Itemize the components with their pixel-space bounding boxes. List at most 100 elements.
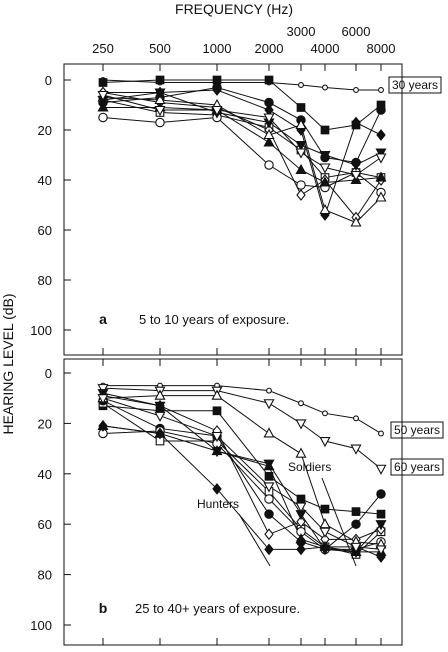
panel-caption: 5 to 10 years of exposure. [139, 312, 289, 327]
y-tick-label: 60 [38, 223, 52, 238]
data-point [97, 389, 109, 400]
data-point [211, 431, 223, 443]
data-point [350, 542, 362, 554]
data-point [351, 507, 361, 516]
data-point [320, 504, 330, 514]
series-line [103, 107, 382, 184]
x-tick-label-250: 250 [92, 41, 114, 56]
data-point [154, 401, 166, 412]
series-line [102, 430, 382, 550]
data-point [376, 129, 386, 141]
x-ticks-lower: 250 500 1000 2000 4000 8000 [92, 41, 395, 56]
reference-label: 50 years [394, 423, 440, 437]
reference-point [353, 415, 359, 422]
series-line [102, 91, 382, 166]
data-point [295, 447, 307, 458]
reference-point [322, 410, 328, 417]
series-line [102, 116, 382, 193]
data-point [263, 128, 275, 140]
data-point [264, 471, 274, 481]
series-line [103, 89, 382, 217]
data-point [296, 494, 306, 504]
data-point [350, 170, 362, 182]
series-line [102, 86, 382, 164]
frequency-label: FREQUENCY (Hz) [175, 1, 293, 17]
reference-point [97, 384, 109, 395]
data-point [295, 533, 307, 544]
reference-point [298, 82, 304, 88]
data-point [264, 160, 274, 170]
panel-b: 0 20 40 60 80 100 50 years 60 years Soldiers Hunt… [30, 358, 444, 646]
panel-caption: 25 to 40+ years of exposure. [135, 601, 300, 616]
data-point [263, 427, 275, 438]
data-point [295, 148, 307, 159]
series-line [102, 395, 382, 545]
data-point [154, 93, 166, 105]
y-axis-label: HEARING LEVEL (dB) [0, 293, 16, 434]
data-point [212, 75, 222, 85]
series-line [102, 392, 382, 553]
series-line [102, 97, 382, 224]
reference-point [375, 464, 387, 475]
data-point [263, 459, 275, 470]
reference-point [353, 87, 359, 93]
data-point [98, 78, 108, 87]
panel-letter: a [99, 311, 107, 327]
reference-label-box [390, 458, 444, 476]
reference-label-box [390, 421, 444, 439]
data-point [296, 180, 306, 190]
series-line [102, 402, 382, 555]
x-ticks-upper: 3000 6000 [287, 24, 371, 39]
reference-line [102, 387, 382, 470]
series-line [102, 397, 382, 550]
y-tick-label: 0 [45, 73, 52, 88]
y-tick-label: 40 [38, 467, 52, 482]
data-point [319, 527, 331, 538]
panel-a: 0 20 40 60 80 100 30 years a 5 to 10 years of ex… [30, 63, 442, 356]
data-point [212, 406, 222, 416]
data-point [375, 171, 387, 182]
data-point [264, 528, 274, 541]
data-point [264, 509, 274, 519]
data-point [376, 489, 386, 499]
x-tick-label-1000: 1000 [203, 41, 232, 56]
data-point [319, 150, 331, 162]
reference-label: 60 years [394, 460, 440, 474]
y-tick-label: 80 [38, 568, 52, 583]
annotation-label: Soldiers [288, 460, 331, 474]
y-tick-label: 20 [38, 123, 52, 138]
data-point [375, 520, 387, 531]
data-point [350, 216, 362, 227]
reference-point [298, 400, 304, 407]
annotation-leader [321, 477, 357, 567]
reference-point [378, 87, 384, 93]
data-point [295, 140, 307, 152]
panel-letter: b [99, 600, 108, 616]
data-point [319, 518, 331, 529]
data-point [155, 75, 165, 85]
reference-point [322, 84, 328, 91]
data-point [97, 419, 109, 430]
data-point [296, 543, 306, 556]
data-point [211, 447, 223, 458]
data-point [154, 427, 166, 438]
reference-point [266, 387, 272, 394]
data-point [211, 389, 223, 400]
data-point [154, 105, 166, 117]
x-tick-label-4000: 4000 [311, 41, 340, 56]
reference-line [103, 385, 382, 434]
data-point [155, 117, 165, 128]
series-line [102, 400, 382, 550]
reference-label: 30 years [392, 78, 438, 92]
data-point [296, 515, 306, 528]
data-point [263, 136, 275, 147]
data-point [295, 502, 307, 513]
data-point [350, 160, 362, 172]
data-point [263, 482, 275, 493]
data-point [154, 389, 166, 400]
series-line [102, 425, 382, 558]
data-point [375, 545, 387, 556]
y-tick-label: 40 [38, 173, 52, 188]
data-point [319, 163, 331, 174]
